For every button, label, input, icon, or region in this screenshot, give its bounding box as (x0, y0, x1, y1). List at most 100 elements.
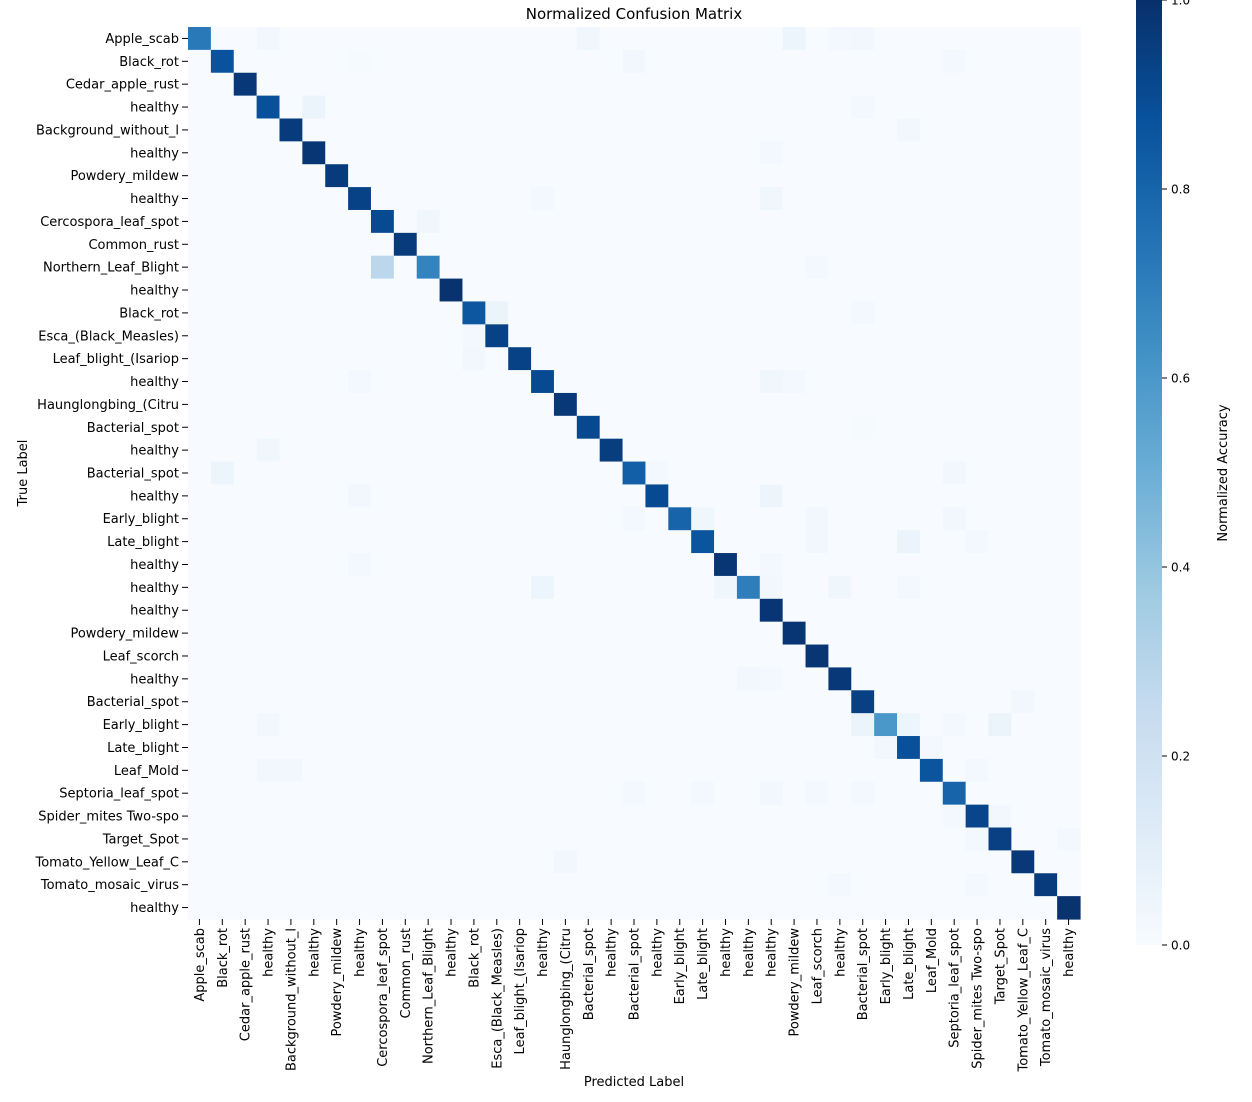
heatmap-cell (759, 232, 784, 257)
x-tick-label: Leaf_scorch (810, 928, 825, 1004)
heatmap-cell (325, 118, 349, 142)
heatmap-cell (897, 621, 921, 646)
heatmap-cell (1057, 392, 1081, 417)
heatmap-cell (965, 438, 990, 463)
heatmap-cell-diagonal (279, 118, 303, 142)
y-tick-label: healthy (130, 444, 179, 459)
heatmap-cell (439, 164, 464, 188)
heatmap-cell (508, 530, 532, 554)
heatmap-cell (691, 621, 715, 646)
heatmap-cell (874, 141, 898, 165)
heatmap-cell (1057, 118, 1081, 142)
heatmap-cell (348, 621, 372, 646)
heatmap-cell (439, 896, 464, 920)
heatmap-cell-diagonal (393, 232, 418, 257)
heatmap-cell (439, 621, 464, 646)
heatmap-cell (1011, 392, 1035, 417)
heatmap-cell (531, 187, 555, 211)
heatmap-cell (736, 27, 761, 51)
heatmap-cell (370, 49, 395, 74)
heatmap-cell (828, 598, 852, 623)
heatmap-cell (828, 484, 852, 508)
heatmap-cell (508, 187, 532, 211)
heatmap-cell (348, 850, 372, 874)
heatmap-cell (485, 873, 509, 897)
heatmap-cell (348, 461, 372, 486)
heatmap-cell (1011, 736, 1035, 760)
heatmap-cell (828, 438, 852, 463)
heatmap-cell (416, 530, 441, 554)
heatmap-cell (576, 484, 601, 508)
heatmap-cell (325, 621, 349, 646)
heatmap-cell (302, 575, 326, 600)
heatmap-cell (668, 575, 692, 600)
heatmap-cell (416, 164, 441, 188)
heatmap-cell (805, 209, 830, 234)
heatmap-cell (416, 758, 441, 783)
y-tick-label: Black_rot (119, 55, 179, 70)
heatmap-cell (553, 95, 578, 120)
heatmap-cell (897, 758, 921, 783)
heatmap-cell (691, 781, 715, 806)
heatmap-cell (782, 530, 807, 554)
heatmap-cell-diagonal (576, 415, 601, 440)
heatmap-cell (370, 850, 395, 874)
heatmap-cell (302, 827, 326, 851)
heatmap-cell (805, 530, 830, 554)
heatmap-cell (897, 392, 921, 417)
heatmap-cell (302, 49, 326, 74)
heatmap-cell (942, 507, 967, 531)
heatmap-cell (210, 255, 235, 280)
heatmap-cell (210, 415, 235, 440)
heatmap-cell (691, 370, 715, 394)
heatmap-cell (370, 255, 395, 280)
heatmap-cell (668, 461, 692, 486)
heatmap-cell (188, 415, 212, 440)
heatmap-cell (897, 370, 921, 394)
heatmap-cell (691, 575, 715, 600)
heatmap-cell (988, 713, 1012, 737)
heatmap-cell (393, 255, 418, 280)
heatmap-cell (736, 667, 761, 691)
heatmap-cell (897, 324, 921, 348)
heatmap-cell (599, 415, 624, 440)
heatmap-cell (348, 507, 372, 531)
heatmap-cell (736, 415, 761, 440)
heatmap-cell (942, 575, 967, 600)
heatmap-cell (599, 301, 624, 325)
heatmap-cell (645, 804, 669, 829)
heatmap-cell (668, 164, 692, 188)
heatmap-cell (714, 255, 738, 280)
heatmap-cell (874, 324, 898, 348)
heatmap-cell (553, 575, 578, 600)
heatmap-cell (874, 118, 898, 142)
heatmap-cell (462, 644, 486, 669)
heatmap-cell (302, 736, 326, 760)
heatmap-cell (736, 324, 761, 348)
heatmap-cell (599, 804, 624, 829)
heatmap-cell (1057, 484, 1081, 508)
heatmap-cell (897, 850, 921, 874)
heatmap-cell (302, 118, 326, 142)
heatmap-cell (759, 690, 784, 714)
heatmap-cell (736, 301, 761, 325)
heatmap-cell (805, 621, 830, 646)
heatmap-cell (462, 667, 486, 691)
heatmap-cell (325, 278, 349, 303)
heatmap-cell-diagonal (325, 164, 349, 188)
heatmap-cell (256, 324, 281, 348)
heatmap-cell (782, 415, 807, 440)
heatmap-cell (874, 896, 898, 920)
heatmap-cell (759, 575, 784, 600)
heatmap-cell (942, 232, 967, 257)
heatmap-cell (210, 278, 235, 303)
heatmap-cell (828, 621, 852, 646)
heatmap-cell (325, 575, 349, 600)
heatmap-cell (942, 72, 967, 97)
y-tick-label: healthy (130, 901, 179, 916)
heatmap-cell (919, 370, 944, 394)
heatmap-cell (279, 690, 303, 714)
heatmap-cell (553, 713, 578, 737)
heatmap-cell (599, 164, 624, 188)
heatmap-cell (393, 507, 418, 531)
